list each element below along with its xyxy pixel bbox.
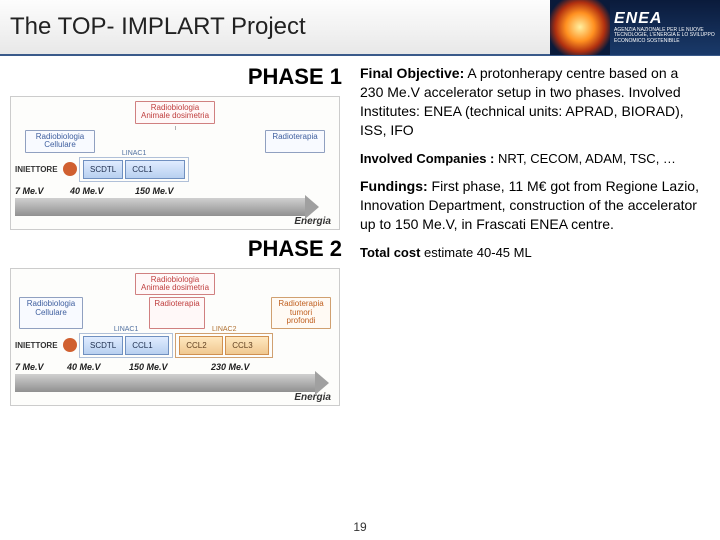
p2-rest: NRT, CECOM, ADAM, TSC, … [494, 151, 676, 166]
enea-logo: ENEA AGENZIA NAZIONALE PER LE NUOVE TECN… [550, 0, 720, 55]
p1-bold: Final Objective: [360, 65, 464, 81]
p1-left-box: Radiobiologia Cellulare [25, 130, 95, 153]
p1-stage-ccl1: CCL1 [125, 160, 185, 179]
p4-bold: Total cost [360, 245, 420, 260]
para-objective: Final Objective: A protonherapy centre b… [360, 64, 700, 140]
slide-header: The TOP- IMPLART Project ENEA AGENZIA NA… [0, 0, 720, 56]
phase1-diagram: Radiobiologia Animale dosimetria Radiobi… [10, 96, 340, 230]
para-totalcost: Total cost estimate 40-45 ML [360, 244, 700, 262]
p1-energia-label: Energia [15, 216, 335, 227]
injector-icon [63, 162, 77, 176]
p1-linac-caption: LINAC1 [120, 150, 149, 157]
para-companies: Involved Companies : NRT, CECOM, ADAM, T… [360, 150, 700, 168]
p2-e2: 150 Me.V [129, 362, 211, 372]
logo-tagline: AGENZIA NAZIONALE PER LE NUOVE TECNOLOGI… [614, 28, 720, 45]
p3-bold: Fundings: [360, 178, 428, 194]
slide-title: The TOP- IMPLART Project [10, 13, 550, 41]
p1-energy-arrow [15, 198, 305, 216]
p2-linac2: LINAC2 CCL2 CCL3 [175, 333, 273, 358]
p1-stage-scdtl: SCDTL [83, 160, 123, 179]
p2-left-box: Radiobiologia Cellulare [19, 297, 83, 328]
logo-star-icon [550, 0, 610, 55]
p2-mid-box: Radioterapia [149, 297, 205, 328]
content-area: PHASE 1 Radiobiologia Animale dosimetria… [0, 56, 720, 406]
p2-e1: 40 Me.V [67, 362, 129, 372]
para-fundings: Fundings: First phase, 11 M€ got from Re… [360, 177, 700, 234]
diagrams-column: PHASE 1 Radiobiologia Animale dosimetria… [10, 64, 350, 406]
p2-bold: Involved Companies : [360, 151, 494, 166]
p1-top-box: Radiobiologia Animale dosimetria [135, 101, 215, 124]
page-number: 19 [353, 520, 366, 534]
p2-s1: SCDTL [83, 336, 123, 355]
p1-e0: 7 Me.V [15, 186, 70, 196]
p2-energy-arrow [15, 374, 315, 392]
p1-iniettore: INIETTORE [15, 165, 61, 174]
p2-e3: 230 Me.V [211, 362, 250, 372]
p1-e2: 150 Me.V [135, 186, 174, 196]
text-column: Final Objective: A protonherapy centre b… [350, 64, 700, 406]
p2-s4: CCL3 [225, 336, 269, 355]
p1-right-box: Radioterapia [265, 130, 325, 153]
p2-e0: 7 Me.V [15, 362, 67, 372]
logo-main: ENEA [614, 10, 720, 28]
logo-text: ENEA AGENZIA NAZIONALE PER LE NUOVE TECN… [610, 10, 720, 45]
p4-rest: estimate 40-45 ML [420, 245, 531, 260]
p1-e1: 40 Me.V [70, 186, 135, 196]
phase2-diagram: Radiobiologia Animale dosimetria Radiobi… [10, 268, 340, 406]
p2-top-box: Radiobiologia Animale dosimetria [135, 273, 215, 296]
p2-linac2-caption: LINAC2 [210, 326, 239, 333]
p2-energia-label: Energia [15, 392, 335, 403]
p2-linac1-caption: LINAC1 [112, 326, 141, 333]
p2-right-box: Radioterapia tumori profondi [271, 297, 331, 328]
p2-iniettore: INIETTORE [15, 341, 61, 350]
injector-icon [63, 338, 77, 352]
p2-linac1: LINAC1 SCDTL CCL1 [79, 333, 173, 358]
p2-s2: CCL1 [125, 336, 169, 355]
phase2-label: PHASE 2 [10, 236, 350, 262]
p2-s3: CCL2 [179, 336, 223, 355]
phase1-label: PHASE 1 [10, 64, 350, 90]
p1-linac: LINAC1 SCDTL CCL1 [79, 157, 189, 182]
